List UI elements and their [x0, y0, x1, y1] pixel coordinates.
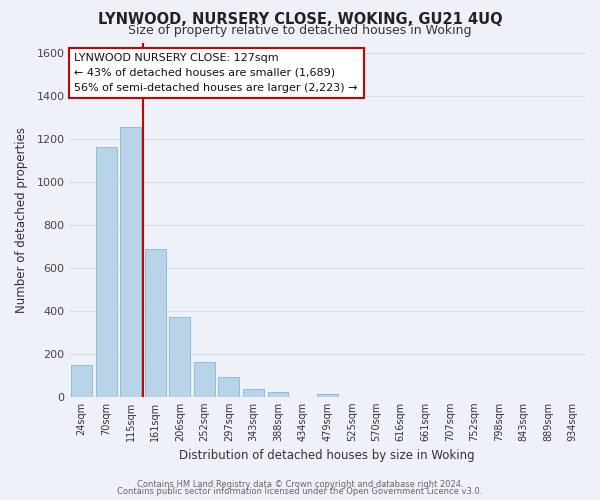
Bar — [71, 365, 92, 397]
Text: LYNWOOD, NURSERY CLOSE, WOKING, GU21 4UQ: LYNWOOD, NURSERY CLOSE, WOKING, GU21 4UQ — [98, 12, 502, 28]
Bar — [243, 389, 264, 397]
Text: LYNWOOD NURSERY CLOSE: 127sqm
← 43% of detached houses are smaller (1,689)
56% o: LYNWOOD NURSERY CLOSE: 127sqm ← 43% of d… — [74, 53, 358, 92]
Bar — [268, 392, 289, 397]
Bar — [96, 146, 116, 397]
X-axis label: Distribution of detached houses by size in Woking: Distribution of detached houses by size … — [179, 450, 475, 462]
Text: Size of property relative to detached houses in Woking: Size of property relative to detached ho… — [128, 24, 472, 37]
Bar — [317, 394, 338, 397]
Bar — [218, 378, 239, 397]
Bar — [194, 362, 215, 397]
Text: Contains HM Land Registry data © Crown copyright and database right 2024.: Contains HM Land Registry data © Crown c… — [137, 480, 463, 489]
Bar — [120, 128, 141, 397]
Bar — [145, 248, 166, 397]
Bar — [169, 318, 190, 397]
Text: Contains public sector information licensed under the Open Government Licence v3: Contains public sector information licen… — [118, 487, 482, 496]
Y-axis label: Number of detached properties: Number of detached properties — [15, 126, 28, 312]
